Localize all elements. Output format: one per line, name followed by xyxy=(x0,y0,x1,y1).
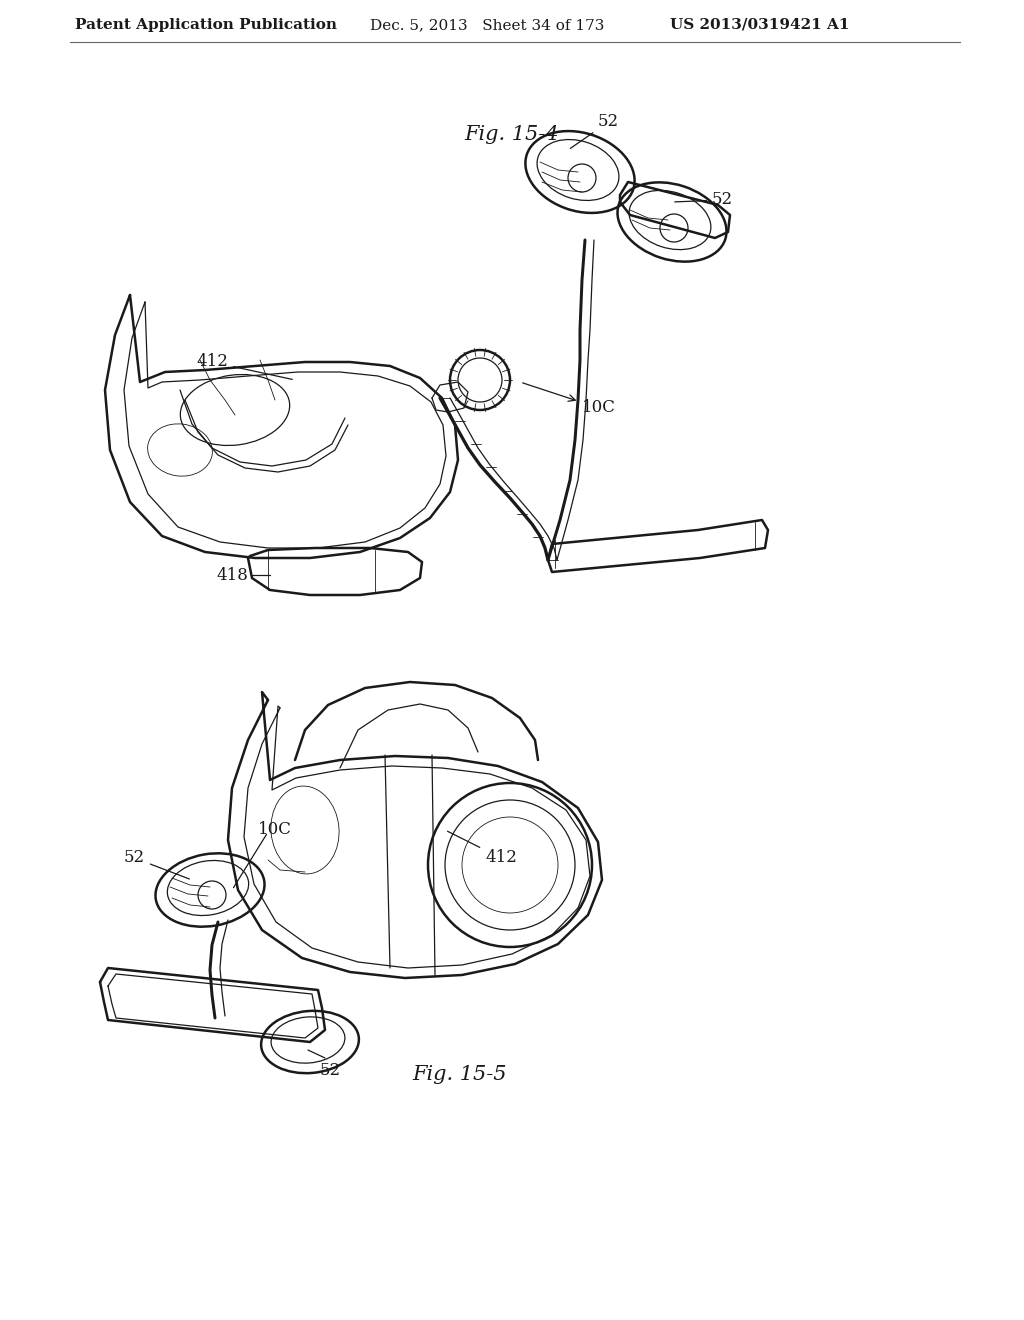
Text: 412: 412 xyxy=(447,832,517,866)
Text: 418: 418 xyxy=(216,566,248,583)
Text: 52: 52 xyxy=(675,191,733,209)
Text: US 2013/0319421 A1: US 2013/0319421 A1 xyxy=(670,18,850,32)
Text: 10C: 10C xyxy=(522,383,615,417)
Text: 412: 412 xyxy=(197,354,292,379)
Text: Dec. 5, 2013   Sheet 34 of 173: Dec. 5, 2013 Sheet 34 of 173 xyxy=(370,18,604,32)
Text: 52: 52 xyxy=(319,1063,341,1078)
Text: Fig. 15-5: Fig. 15-5 xyxy=(413,1065,507,1085)
Text: 52: 52 xyxy=(570,114,620,148)
Text: 52: 52 xyxy=(124,850,189,879)
Text: Patent Application Publication: Patent Application Publication xyxy=(75,18,337,32)
Text: Fig. 15-4: Fig. 15-4 xyxy=(465,125,559,144)
Text: 10C: 10C xyxy=(258,821,292,838)
